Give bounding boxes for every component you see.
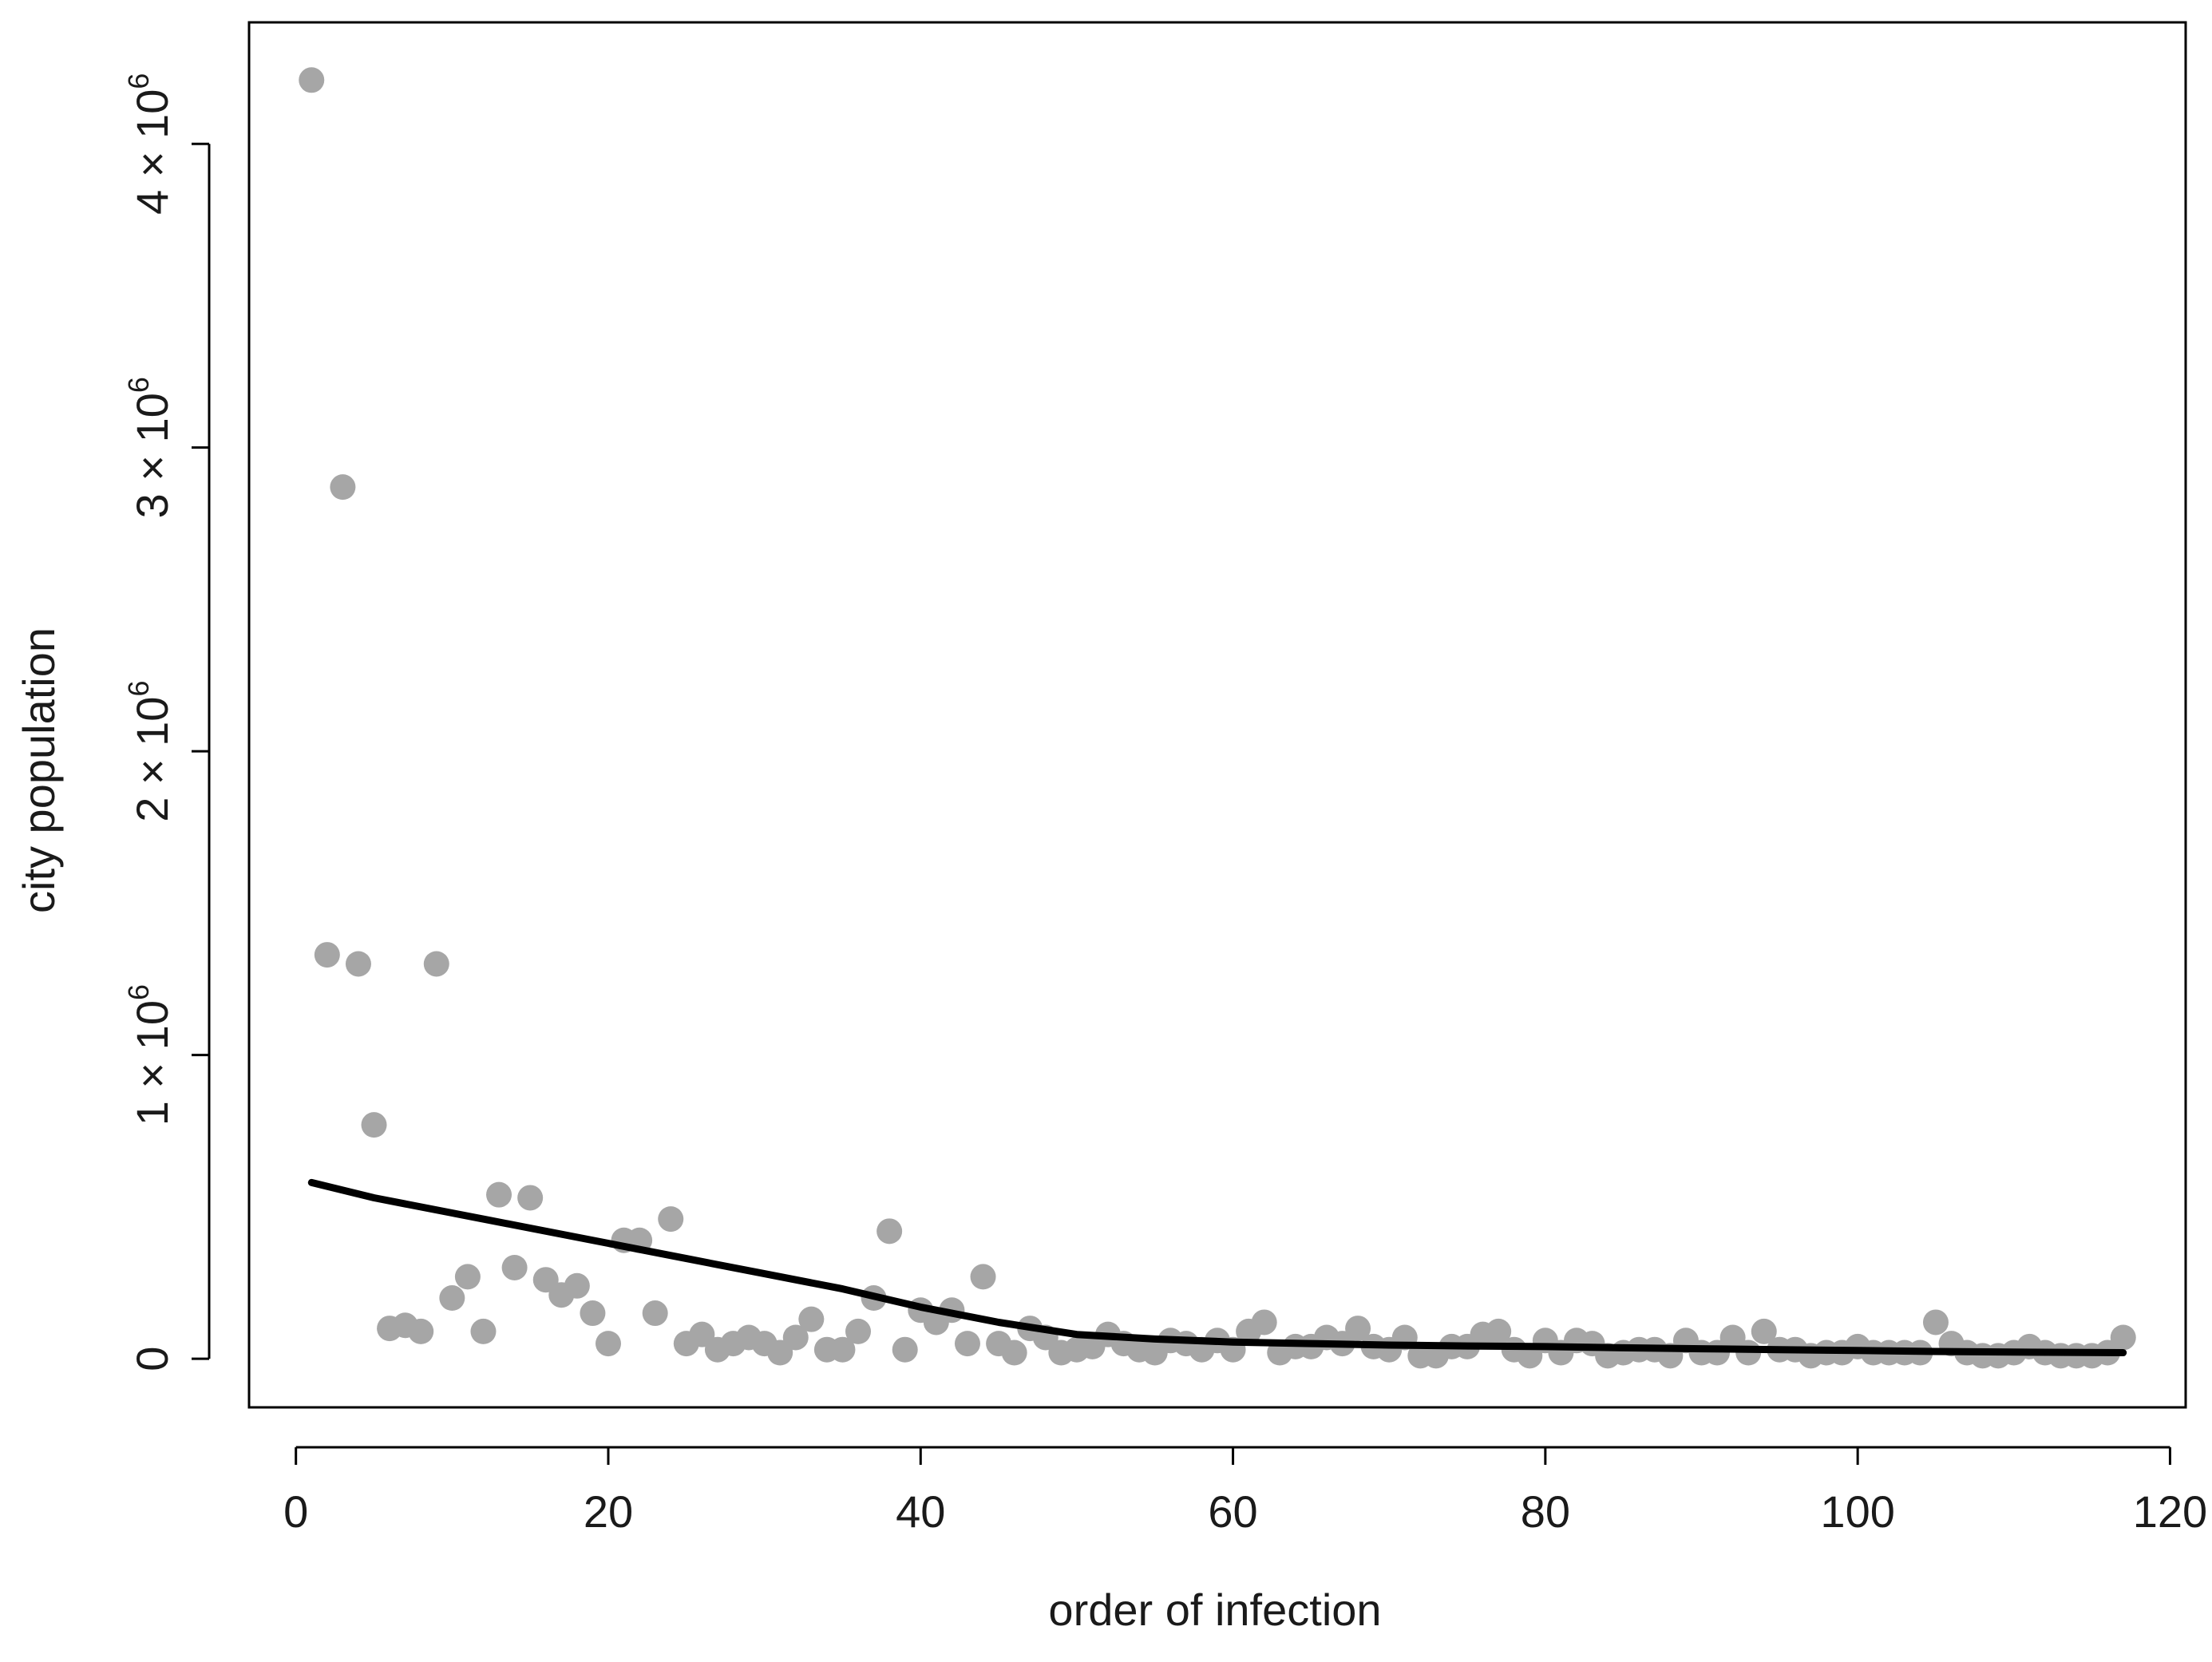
data-point [642,1300,668,1327]
data-point [1751,1318,1777,1344]
x-tick-label: 40 [896,1486,945,1537]
data-point [408,1318,434,1344]
data-point [423,951,449,977]
y-tick-label: 0 [127,1347,177,1371]
data-point [501,1254,528,1280]
data-point [517,1185,544,1211]
x-tick-label: 80 [1521,1486,1570,1537]
data-point [595,1331,621,1357]
x-tick-label: 120 [2133,1486,2207,1537]
data-point [798,1306,825,1332]
data-point [361,1112,387,1138]
data-point [1251,1309,1277,1336]
x-tick-label: 0 [283,1486,308,1537]
data-point [564,1272,590,1299]
x-tick-label: 100 [1820,1486,1894,1537]
trend-line [307,1178,2127,1356]
x-tick-label: 20 [584,1486,633,1537]
y-tick-label: 1 × 106 [122,984,177,1126]
data-point [439,1285,465,1312]
x-tick-label: 60 [1208,1486,1257,1537]
data-point [658,1206,684,1233]
data-point [782,1324,809,1351]
plot-frame [247,21,2187,1409]
data-point [345,951,371,977]
data-point [454,1264,481,1290]
y-tick-label: 4 × 106 [122,73,177,215]
data-point [1486,1318,1512,1344]
x-axis-title: order of infection [1048,1585,1381,1635]
data-point [2110,1324,2136,1351]
data-point [845,1318,872,1344]
data-point [330,474,356,501]
data-marks [299,67,2136,1369]
data-point [299,67,325,93]
y-tick-label: 3 × 106 [122,377,177,518]
data-point [580,1300,606,1327]
y-tick-label: 2 × 106 [122,681,177,822]
axes: 0 20 40 60 80 100 120 0 1 × 106 2 × 106 3 × 106 4 ×… [122,21,2207,1537]
data-point [314,942,340,968]
data-point [954,1331,980,1357]
data-point [829,1336,856,1363]
data-point [892,1336,918,1363]
data-point [1922,1309,1949,1336]
data-point [876,1218,903,1245]
data-point [1001,1339,1027,1366]
y-axis-title: city population [14,627,64,913]
data-point [1345,1316,1371,1342]
data-point [470,1318,497,1344]
data-point [486,1181,512,1208]
data-point [970,1264,996,1290]
